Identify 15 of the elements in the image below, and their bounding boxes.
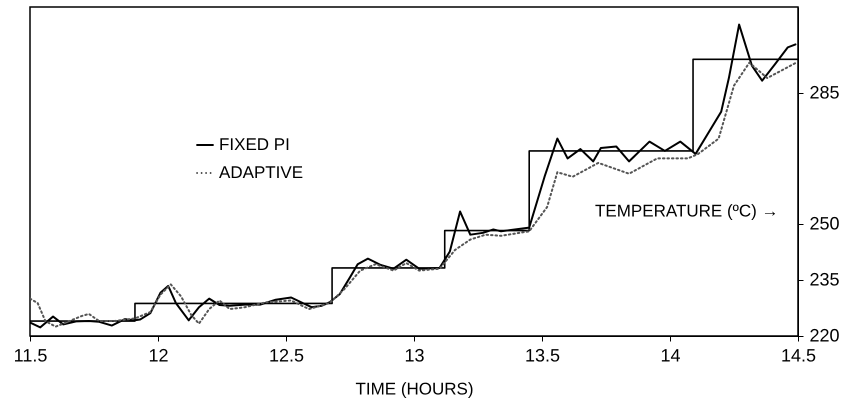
y-tick-label: 235 [810,269,840,290]
legend-label: FIXED PI [219,135,290,154]
legend-label: ADAPTIVE [219,163,304,182]
x-tick-label: 14.5 [780,346,816,366]
x-tick-label: 13.5 [524,346,560,366]
x-tick-label: 12.5 [268,346,304,366]
y-tick-label: 250 [810,213,840,234]
y-tick-label: 220 [810,326,840,346]
x-tick-label: 14 [660,346,681,366]
x-axis-title: TIME (HOURS) [355,380,474,398]
x-tick-label: 13 [404,346,425,366]
y-axis-title: TEMPERATURE (ºC) → [595,201,778,220]
x-tick-label: 11.5 [14,346,48,366]
x-tick-label: 12 [148,346,169,366]
y-tick-label: 285 [810,82,840,102]
